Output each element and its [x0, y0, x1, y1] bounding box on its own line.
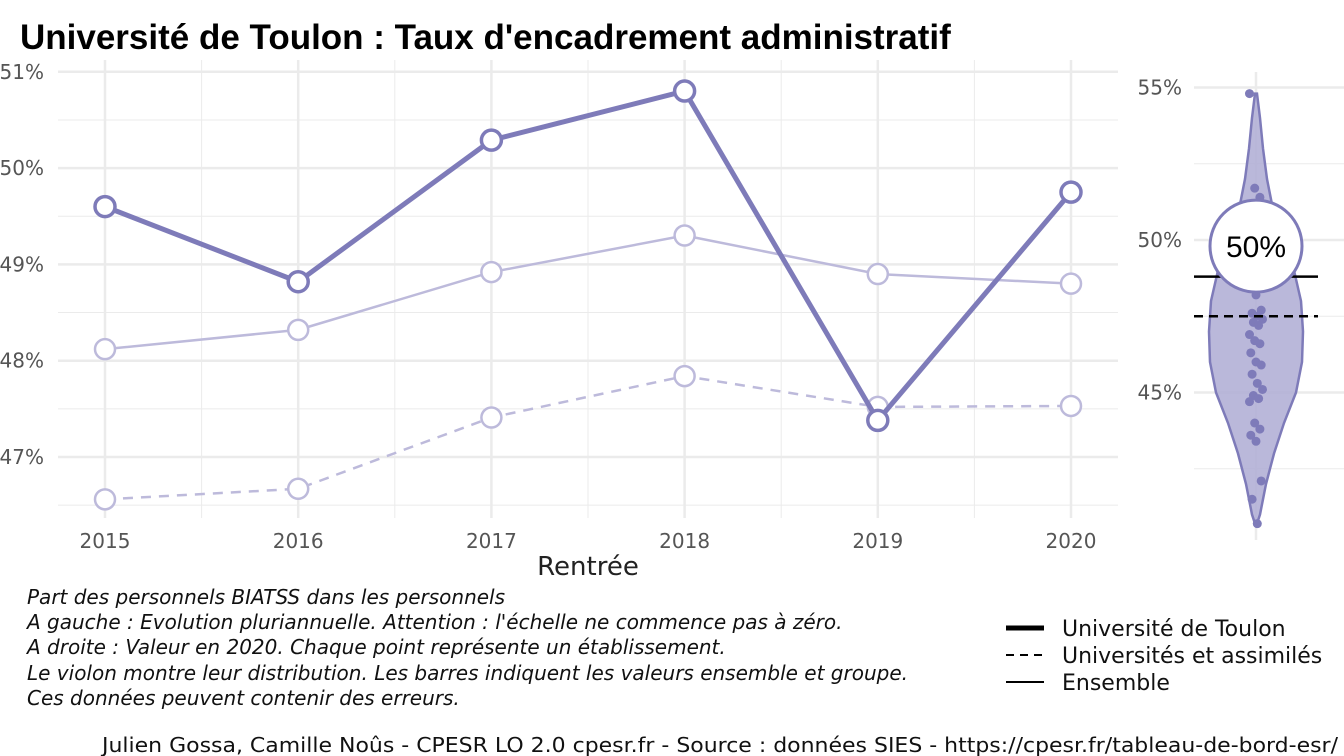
data-point — [1059, 272, 1083, 295]
data-point — [1059, 180, 1083, 204]
violin-point — [1245, 330, 1254, 340]
main-line-panel: 47% 48% 49% 50% 51% 2015 2016 2017 2018 2019 2020 — [0, 60, 1118, 553]
legend-label: Université de Toulon — [1062, 617, 1286, 642]
y-tick-label: 51% — [0, 60, 44, 84]
x-axis-title: Rentrée — [537, 552, 639, 582]
violin-points — [1245, 89, 1267, 529]
violin-point — [1250, 418, 1260, 428]
caption: Part des personnels BIATSS dans les pers… — [25, 585, 908, 710]
violin-y-axis: 45% 50% 55% — [1138, 76, 1182, 405]
x-tick-label: 2017 — [466, 529, 517, 553]
x-tick-label: 2016 — [273, 529, 324, 553]
y-tick-label: 55% — [1138, 76, 1182, 100]
data-point — [1059, 394, 1083, 418]
main-grid — [58, 60, 1118, 518]
data-point — [93, 488, 117, 511]
violin-point — [1245, 397, 1254, 407]
data-point — [866, 262, 890, 286]
legend: Université de Toulon Universités et assi… — [1006, 617, 1322, 696]
y-tick-label: 50% — [1138, 228, 1182, 252]
source-credit: Julien Gossa, Camille Noûs - CPESR LO 2.… — [100, 733, 1338, 756]
series-line — [104, 88, 1073, 423]
y-tick-label: 49% — [0, 252, 44, 276]
violin-point — [1247, 369, 1257, 379]
violin-point — [1258, 384, 1267, 394]
violin-point — [1246, 430, 1256, 440]
y-tick-label: 48% — [0, 349, 44, 373]
y-tick-label: 50% — [0, 156, 44, 180]
violin-shape — [1207, 92, 1305, 525]
highlight-bubble-label: 50% — [1226, 231, 1286, 264]
caption-line: Le violon montre leur distribution. Les … — [27, 661, 908, 685]
chart-title: Université de Toulon : Taux d'encadremen… — [20, 18, 951, 57]
violin-point — [1255, 339, 1265, 349]
violin-point — [1252, 378, 1262, 388]
x-tick-label: 2020 — [1046, 529, 1097, 553]
data-point — [480, 260, 503, 284]
highlight-bubble: 50% — [1208, 198, 1304, 294]
legend-label: Universités et assimilés — [1062, 644, 1322, 669]
legend-label: Ensemble — [1062, 671, 1170, 696]
series-line — [104, 234, 1072, 351]
violin-point — [1255, 424, 1265, 434]
violin-point — [1245, 89, 1254, 99]
caption-line: A gauche : Evolution pluriannuelle. Atte… — [25, 610, 843, 634]
x-tick-label: 2015 — [80, 529, 131, 553]
violin-point — [1254, 394, 1264, 404]
main-series — [93, 79, 1083, 511]
main-y-axis: 47% 48% 49% 50% 51% — [0, 60, 44, 469]
x-tick-label: 2018 — [659, 529, 710, 553]
data-point — [479, 128, 504, 152]
data-point — [673, 364, 696, 388]
caption-line: A droite : Valeur en 2020. Chaque point … — [25, 635, 726, 659]
caption-line: Ces données peuvent contenir des erreurs… — [27, 686, 460, 710]
violin-point — [1256, 360, 1266, 370]
violin-point — [1252, 519, 1262, 529]
data-point — [672, 79, 697, 103]
y-tick-label: 45% — [1138, 381, 1182, 405]
violin-panel: 45% 50% 55% 50% — [1138, 72, 1344, 540]
violin-point — [1247, 494, 1257, 504]
violin-point — [1256, 476, 1266, 486]
data-point — [93, 337, 117, 361]
caption-line: Part des personnels BIATSS dans les pers… — [27, 585, 505, 609]
data-point — [286, 318, 310, 342]
data-point — [673, 224, 696, 247]
main-x-axis: 2015 2016 2017 2018 2019 2020 — [80, 529, 1097, 553]
data-point — [866, 408, 890, 433]
violin-point — [1246, 348, 1256, 358]
highlight-bubble-circle — [1208, 198, 1304, 294]
y-tick-label: 47% — [0, 445, 44, 469]
violin-point — [1250, 183, 1260, 193]
data-point — [480, 406, 503, 429]
x-tick-label: 2019 — [852, 529, 903, 553]
data-point — [286, 477, 310, 501]
violin-point — [1251, 436, 1261, 446]
violin-point — [1254, 320, 1264, 330]
data-point — [93, 194, 117, 219]
data-point — [286, 269, 310, 294]
